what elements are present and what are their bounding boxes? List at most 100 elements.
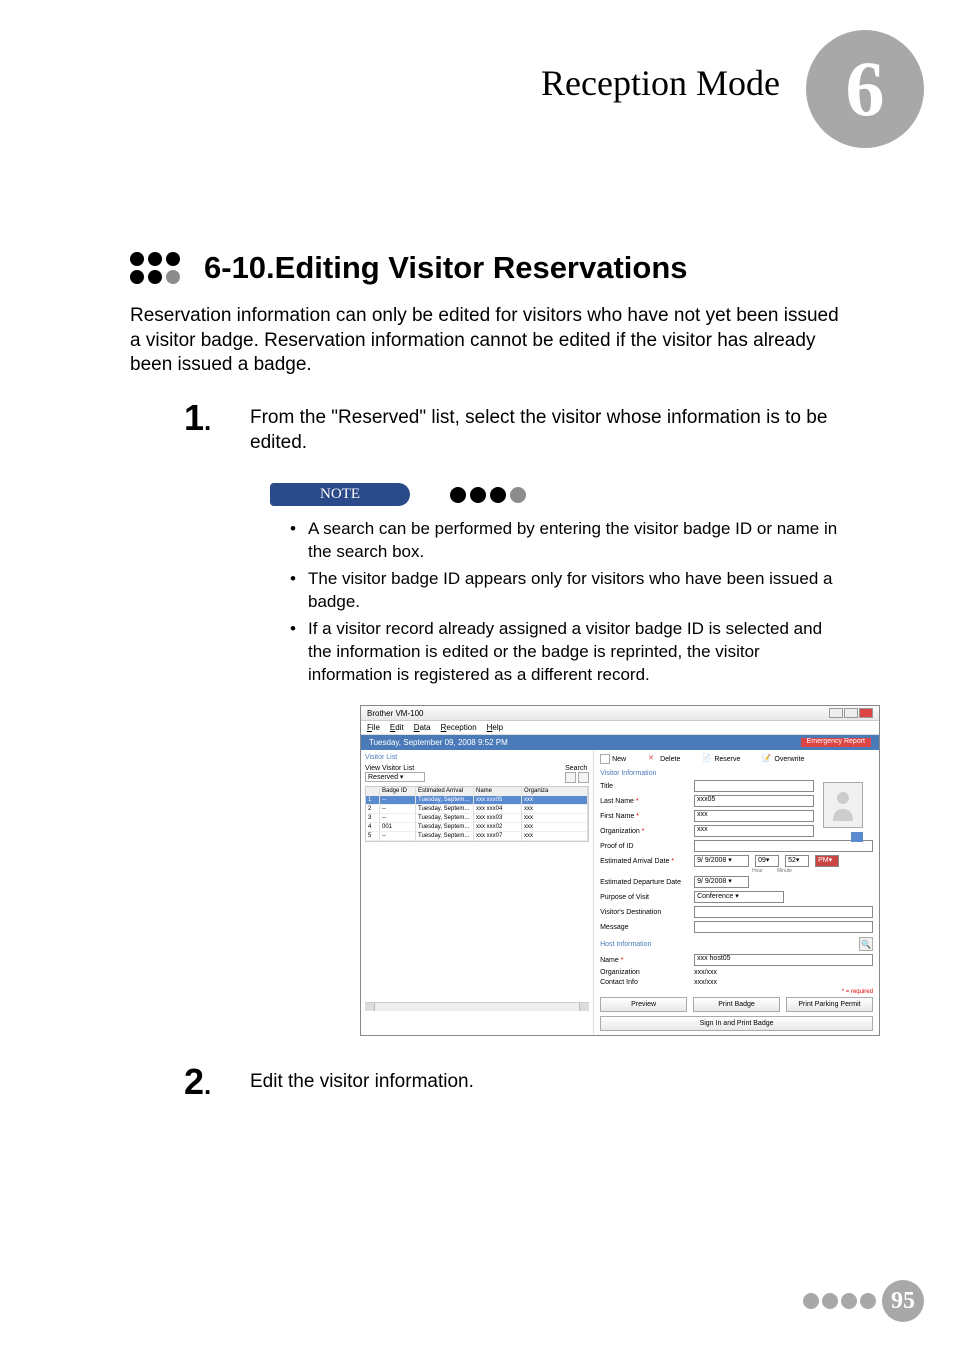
- horizontal-scrollbar[interactable]: [365, 1002, 589, 1011]
- destination-label: Visitor's Destination: [600, 909, 690, 916]
- first-name-input[interactable]: xxx: [694, 810, 814, 822]
- table-row[interactable]: 5 -- Tuesday, Septem... xxx xxx07 xxx: [366, 832, 588, 841]
- host-contact-label: Contact Info: [600, 979, 690, 986]
- print-parking-button[interactable]: Print Parking Permit: [786, 997, 873, 1012]
- delete-button[interactable]: ✕Delete: [648, 754, 680, 764]
- search-host-icon[interactable]: 🔍: [859, 937, 873, 951]
- cell: xxx: [522, 832, 588, 841]
- step-number-2: 2.: [184, 1064, 224, 1100]
- print-icon[interactable]: [565, 772, 576, 783]
- col-header[interactable]: Organiza: [522, 787, 588, 796]
- cell: Tuesday, Septem...: [416, 814, 474, 823]
- arrival-ampm-select[interactable]: PM▾: [815, 855, 839, 867]
- cell: 4: [366, 823, 380, 832]
- note-item: If a visitor record already assigned a v…: [290, 618, 844, 687]
- delete-icon: ✕: [648, 754, 658, 764]
- view-label: View Visitor List: [365, 765, 425, 772]
- minimize-icon[interactable]: [829, 708, 843, 718]
- host-name-label: Name *: [600, 957, 690, 964]
- table-row[interactable]: 4 001 Tuesday, Septem... xxx xxx02 xxx: [366, 823, 588, 832]
- cell: --: [380, 832, 416, 841]
- step-2-text: Edit the visitor information.: [250, 1064, 474, 1100]
- menu-reception[interactable]: Reception: [441, 723, 477, 732]
- cell: 1: [366, 796, 380, 805]
- col-header[interactable]: Estimated Arrival: [416, 787, 474, 796]
- cell: --: [380, 805, 416, 814]
- menu-edit[interactable]: Edit: [390, 723, 404, 732]
- note-item: The visitor badge ID appears only for vi…: [290, 568, 844, 614]
- required-note: * = required: [600, 989, 873, 995]
- overwrite-button[interactable]: 📝Overwrite: [762, 754, 804, 764]
- datetime-label: Tuesday, September 09, 2008 9:52 PM: [369, 738, 508, 747]
- reserve-button[interactable]: 📄Reserve: [702, 754, 740, 764]
- chapter-badge: 6: [806, 30, 924, 148]
- close-icon[interactable]: [859, 708, 873, 718]
- proof-input[interactable]: [694, 840, 873, 852]
- col-header[interactable]: Badge ID: [380, 787, 416, 796]
- emergency-report-button[interactable]: Emergency Report: [801, 738, 871, 747]
- step-number-1: 1.: [184, 400, 224, 455]
- col-header[interactable]: [366, 787, 380, 796]
- message-input[interactable]: [694, 921, 873, 933]
- sign-in-print-button[interactable]: Sign In and Print Badge: [600, 1016, 873, 1031]
- step-1-text: From the "Reserved" list, select the vis…: [250, 400, 844, 455]
- col-header[interactable]: Name: [474, 787, 522, 796]
- organization-label: Organization *: [600, 828, 690, 835]
- purpose-label: Purpose of Visit: [600, 894, 690, 901]
- export-icon[interactable]: [578, 772, 589, 783]
- cell: --: [380, 796, 416, 805]
- print-badge-button[interactable]: Print Badge: [693, 997, 780, 1012]
- search-label: Search: [565, 765, 589, 772]
- menu-data[interactable]: Data: [414, 723, 431, 732]
- reserve-icon: 📄: [702, 754, 712, 764]
- intro-paragraph: Reservation information can only be edit…: [130, 304, 844, 378]
- table-row[interactable]: 3 -- Tuesday, Septem... xxx xxx03 xxx: [366, 814, 588, 823]
- title-input[interactable]: [694, 780, 814, 792]
- note-item: A search can be performed by entering th…: [290, 518, 844, 564]
- cell: xxx: [522, 805, 588, 814]
- destination-input[interactable]: [694, 906, 873, 918]
- person-icon: [831, 789, 855, 821]
- visitor-list-title: Visitor List: [365, 754, 589, 761]
- menu-file[interactable]: File: [367, 723, 380, 732]
- cell: Tuesday, Septem...: [416, 805, 474, 814]
- table-row[interactable]: 1 -- Tuesday, Septem... xxx xxx05 xxx: [366, 796, 588, 805]
- maximize-icon[interactable]: [844, 708, 858, 718]
- hour-sublabel: Hour: [752, 868, 763, 874]
- host-name-input[interactable]: xxx host05: [694, 954, 873, 966]
- arrival-min-select[interactable]: 52▾: [785, 855, 809, 867]
- new-button[interactable]: New: [600, 754, 626, 764]
- arrival-hour-select[interactable]: 09▾: [755, 855, 779, 867]
- cell: xxx xxx05: [474, 796, 522, 805]
- cell: xxx: [522, 814, 588, 823]
- purpose-select[interactable]: Conference ▾: [694, 891, 784, 903]
- filter-select[interactable]: Reserved ▾: [365, 772, 425, 782]
- cell: Tuesday, Septem...: [416, 796, 474, 805]
- overwrite-icon: 📝: [762, 754, 772, 764]
- page-number-badge: 95: [882, 1280, 924, 1322]
- host-contact-value: xxx/xxx: [694, 979, 873, 986]
- heading-dots-icon: [130, 252, 180, 284]
- last-name-input[interactable]: xxx05: [694, 795, 814, 807]
- table-row[interactable]: 2 -- Tuesday, Septem... xxx xxx04 xxx: [366, 805, 588, 814]
- new-icon: [600, 754, 610, 764]
- menu-help[interactable]: Help: [487, 723, 503, 732]
- cell: xxx: [522, 823, 588, 832]
- cell: --: [380, 814, 416, 823]
- cell: xxx xxx03: [474, 814, 522, 823]
- preview-button[interactable]: Preview: [600, 997, 687, 1012]
- last-name-label: Last Name *: [600, 798, 690, 805]
- camera-icon[interactable]: [851, 832, 863, 842]
- cell: xxx xxx07: [474, 832, 522, 841]
- photo-placeholder[interactable]: [823, 782, 863, 828]
- departure-date-input[interactable]: 9/ 9/2008 ▾: [694, 876, 749, 888]
- host-info-title: Host Information: [600, 941, 651, 948]
- arrival-label: Estimated Arrival Date *: [600, 858, 690, 865]
- cell: xxx: [522, 796, 588, 805]
- host-org-value: xxx/xxx: [694, 969, 873, 976]
- window-title: Brother VM-100: [367, 709, 423, 718]
- host-org-label: Organization: [600, 969, 690, 976]
- organization-input[interactable]: xxx: [694, 825, 814, 837]
- arrival-date-input[interactable]: 9/ 9/2008 ▾: [694, 855, 749, 867]
- proof-label: Proof of ID: [600, 843, 690, 850]
